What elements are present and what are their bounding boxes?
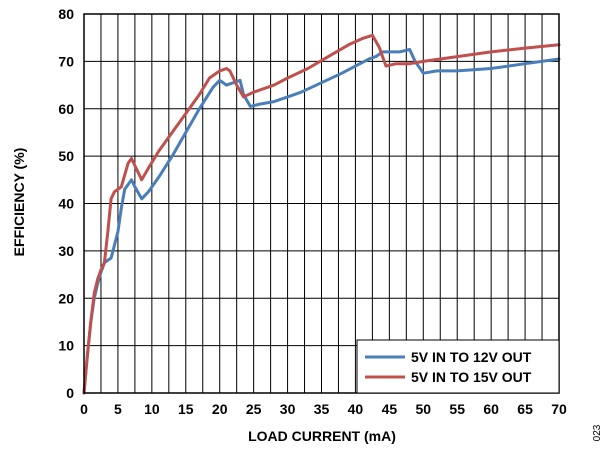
y-tick-label: 60 <box>58 101 74 117</box>
plot-border <box>83 13 560 394</box>
legend-label-2: 5V IN TO 15V OUT <box>411 369 532 385</box>
y-tick-label: 10 <box>58 338 74 354</box>
x-tick-labels: 0 5 10 15 20 25 30 35 40 45 50 55 60 65 70 <box>80 401 567 417</box>
x-tick-label: 45 <box>382 401 398 417</box>
x-tick-label: 65 <box>517 401 533 417</box>
x-tick-label: 25 <box>246 401 262 417</box>
x-tick-label: 50 <box>415 401 431 417</box>
x-tick-label: 0 <box>80 401 88 417</box>
x-tick-label: 15 <box>178 401 194 417</box>
x-tick-label: 10 <box>144 401 160 417</box>
x-tick-label: 5 <box>114 401 122 417</box>
x-tick-label: 35 <box>314 401 330 417</box>
y-tick-label: 30 <box>58 243 74 259</box>
y-tick-labels: 0 10 20 30 40 50 60 70 80 <box>58 6 74 401</box>
y-axis-label: EFFICIENCY (%) <box>11 148 27 257</box>
legend-box <box>356 339 560 394</box>
legend: 5V IN TO 12V OUT 5V IN TO 15V OUT <box>356 339 560 394</box>
x-tick-label: 55 <box>449 401 465 417</box>
y-tick-label: 50 <box>58 148 74 164</box>
figure-id: 023 <box>592 424 603 441</box>
x-tick-label: 30 <box>280 401 296 417</box>
series-lines <box>82 33 561 395</box>
x-tick-label: 20 <box>212 401 228 417</box>
series-line-1 <box>82 48 561 395</box>
series-line-2 <box>82 33 561 395</box>
x-axis-label: LOAD CURRENT (mA) <box>248 428 396 444</box>
y-tick-label: 0 <box>66 385 74 401</box>
y-tick-label: 40 <box>58 196 74 212</box>
legend-label-1: 5V IN TO 12V OUT <box>411 349 532 365</box>
y-tick-label: 70 <box>58 53 74 69</box>
y-tick-label: 80 <box>58 6 74 22</box>
x-tick-label: 40 <box>348 401 364 417</box>
x-tick-label: 60 <box>483 401 499 417</box>
y-tick-label: 20 <box>58 290 74 306</box>
grid <box>84 14 559 393</box>
x-tick-label: 70 <box>551 401 567 417</box>
plot-frame <box>83 13 560 394</box>
